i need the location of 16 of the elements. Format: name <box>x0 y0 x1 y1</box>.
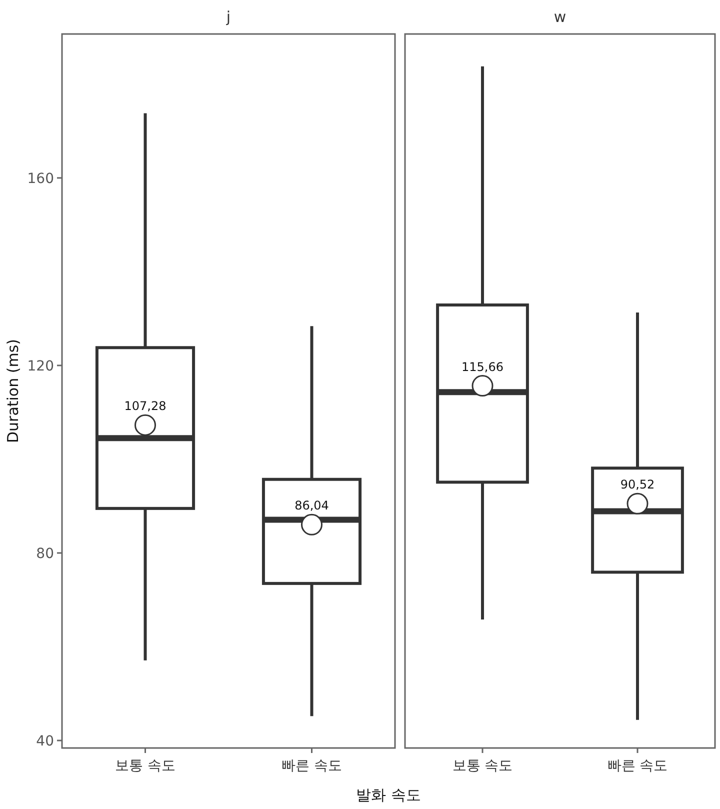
x-axis-title: 발화 속도 <box>356 786 421 804</box>
data-label: 90,52 <box>620 478 655 492</box>
y-tick-label: 80 <box>36 546 54 562</box>
y-tick-label: 40 <box>36 734 54 750</box>
x-tick-label: 빠른 속도 <box>282 758 342 774</box>
chart-title: w <box>554 8 566 26</box>
x-tick-label: 빠른 속도 <box>607 758 668 774</box>
y-tick-label: 160 <box>27 170 54 187</box>
x-tick-label: 보통 속도 <box>115 758 176 774</box>
x-tick-label: 보통 속도 <box>452 758 513 774</box>
data-label: 86,04 <box>294 498 329 513</box>
data-label: 115,66 <box>462 360 504 374</box>
chart-title: j <box>225 8 231 26</box>
data-label: 107,28 <box>124 399 166 414</box>
y-tick-label: 120 <box>27 358 54 374</box>
y-axis-title: Duration (ms) <box>4 338 22 444</box>
